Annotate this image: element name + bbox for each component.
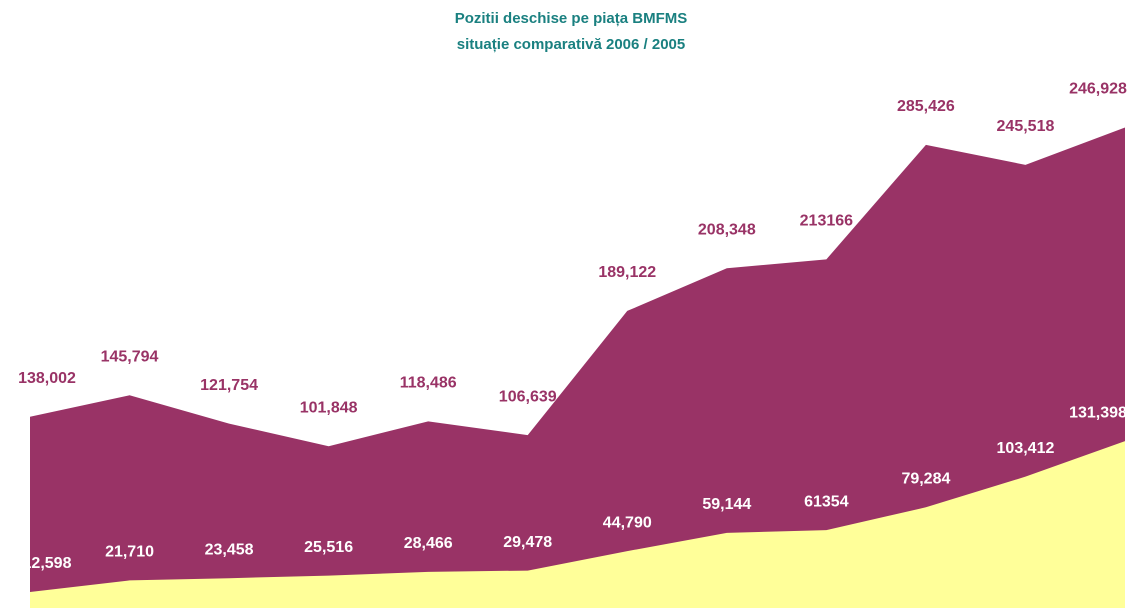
data-label: 208,348 — [698, 222, 756, 239]
area — [30, 127, 1125, 609]
data-label: 189,122 — [598, 264, 656, 281]
data-label: 79,284 — [901, 471, 950, 488]
data-label: 101,848 — [300, 399, 358, 416]
data-label: 138,002 — [18, 370, 76, 387]
data-label: 118,486 — [400, 375, 457, 392]
data-label: 121,754 — [200, 377, 258, 394]
data-label: 12,598 — [23, 555, 72, 572]
data-label: 25,516 — [304, 539, 353, 556]
data-label: 145,794 — [101, 348, 159, 365]
chart-title: Pozitii deschise pe piața BMFMS — [455, 10, 688, 27]
data-label: 213166 — [800, 213, 853, 230]
data-label: 29,478 — [503, 534, 552, 551]
data-label: 131,398 — [1069, 404, 1127, 421]
data-label: 21,710 — [105, 544, 154, 561]
data-label: 61354 — [804, 493, 849, 510]
area — [30, 441, 1125, 608]
data-label: 106,639 — [499, 388, 557, 405]
data-label: 59,144 — [702, 496, 751, 513]
data-label: 103,412 — [997, 440, 1055, 457]
data-label: 246,928 — [1069, 81, 1127, 98]
data-label: 285,426 — [897, 98, 955, 115]
data-label: 44,790 — [603, 514, 652, 531]
data-label: 23,458 — [205, 541, 254, 558]
data-label: 245,518 — [997, 118, 1055, 135]
data-label: 28,466 — [404, 535, 453, 552]
chart-subtitle: situație comparativă 2006 / 2005 — [457, 36, 685, 53]
